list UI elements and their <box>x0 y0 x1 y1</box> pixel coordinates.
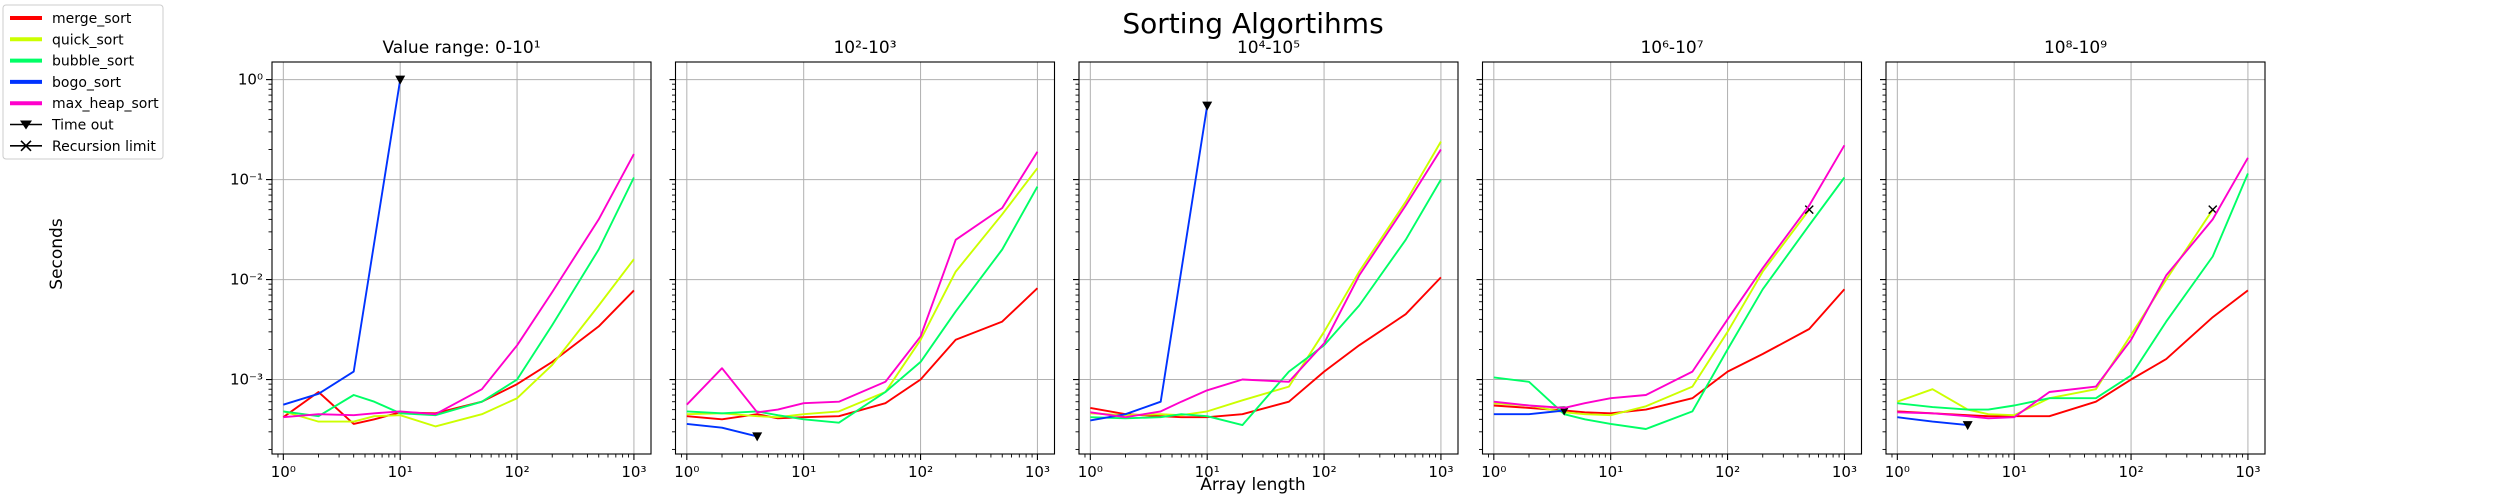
series-line <box>1897 173 2249 411</box>
legend-item: quick_sort <box>10 32 124 48</box>
series-line <box>283 79 402 406</box>
y-tick-label: 10⁻² <box>230 271 263 289</box>
series-line <box>686 151 1039 414</box>
minor-ticks <box>1075 83 1437 458</box>
axes-frame <box>1481 61 1863 455</box>
y-tick-label: 10⁰ <box>238 71 263 89</box>
time-out-marker <box>1962 421 1973 431</box>
series-line <box>283 258 635 428</box>
subplot-title: 10⁸-10⁹ <box>2044 38 2107 58</box>
axes-frame <box>674 61 1056 455</box>
legend-label: Time out <box>51 118 114 134</box>
minor-ticks <box>1882 83 2244 458</box>
x-tick-label: 10⁰ <box>1481 463 1506 481</box>
series-line <box>283 153 635 419</box>
series-line <box>1493 144 1846 409</box>
legend-label: bogo_sort <box>52 75 122 91</box>
subplot-title: 10²-10³ <box>833 38 896 58</box>
figure-title: Sorting Algortihms <box>1122 7 1383 40</box>
x-tick-label: 10¹ <box>791 463 816 481</box>
y-tick-label: 10⁻³ <box>230 371 263 389</box>
x-tick-label: 10² <box>908 463 933 481</box>
legend: merge_sort quick_sort bubble_sort bogo_sort… <box>2 4 164 160</box>
subplot-4: 10⁶-10⁷ 10⁰ 10¹ 10² 10³ <box>1476 38 1863 481</box>
x-tick-label: 10² <box>505 463 530 481</box>
series-line <box>1896 209 2214 417</box>
subplot-3: 10⁴-10⁵ 10⁰ 10¹ 10² 10³ <box>1073 38 1459 481</box>
series-line <box>1897 157 2249 420</box>
y-tick-label: 10⁻¹ <box>230 171 263 189</box>
series-line <box>686 167 1039 419</box>
x-tick-label: 10² <box>1715 463 1740 481</box>
minor-ticks <box>1479 83 1840 458</box>
time-out-marker <box>1559 406 1570 416</box>
series-line <box>1090 105 1209 422</box>
x-tick-label: 10² <box>1312 463 1337 481</box>
x-tick-label: 10⁰ <box>1885 463 1910 481</box>
legend-item: bubble_sort <box>10 54 135 70</box>
time-out-marker <box>1202 101 1213 111</box>
subplot-2: 10²-10³ 10⁰ 10¹ 10² 10³ <box>669 38 1056 481</box>
series-line <box>1493 209 1810 417</box>
subplot-1: Value range: 0-10¹ 10⁰ 10¹ 10² 10³ 10⁻³ 10⁻² 10… <box>230 38 652 481</box>
x-tick-label: 10³ <box>621 463 646 481</box>
x-tick-label: 10¹ <box>1195 463 1220 481</box>
x-tick-label: 10¹ <box>388 463 413 481</box>
series-line <box>1493 409 1565 416</box>
x-tick-label: 10³ <box>1025 463 1050 481</box>
legend-item: bogo_sort <box>10 75 122 91</box>
x-tick-label: 10⁰ <box>271 463 296 481</box>
x-tick-label: 10⁰ <box>674 463 699 481</box>
subplot-title: 10⁴-10⁵ <box>1237 38 1300 58</box>
series-line <box>1897 416 1968 427</box>
legend-label: merge_sort <box>52 11 132 27</box>
subplot-title: Value range: 0-10¹ <box>382 38 540 58</box>
minor-ticks <box>672 83 1033 458</box>
series-line <box>282 289 635 425</box>
recursion-limit-marker <box>1804 205 1814 215</box>
time-out-marker-icon <box>20 120 32 130</box>
x-tick-label: 10¹ <box>1598 463 1623 481</box>
minor-ticks <box>268 83 630 458</box>
time-out-marker <box>752 432 763 442</box>
x-tick-label: 10³ <box>1428 463 1453 481</box>
subplot-title: 10⁶-10⁷ <box>1640 38 1703 58</box>
series-line <box>1493 288 1846 415</box>
legend-label: quick_sort <box>52 32 124 48</box>
subplots: Value range: 0-10¹ 10⁰ 10¹ 10² 10³ 10⁻³ 10⁻² 10… <box>230 38 2266 481</box>
series-line <box>686 186 1039 424</box>
x-tick-label: 10³ <box>2235 463 2260 481</box>
recursion-limit-marker-icon <box>20 140 32 152</box>
x-tick-label: 10³ <box>1832 463 1857 481</box>
legend-label: max_heap_sort <box>52 96 159 112</box>
series-line <box>686 422 758 438</box>
subplot-5: 10⁸-10⁹ 10⁰ 10¹ 10² 10³ <box>1880 38 2266 481</box>
legend-label: bubble_sort <box>52 54 135 70</box>
legend-item: Recursion limit <box>10 139 156 155</box>
legend-item: merge_sort <box>10 11 132 27</box>
time-out-marker <box>395 75 406 85</box>
series-line <box>1090 276 1442 419</box>
series-line <box>1493 176 1846 430</box>
axes-frame <box>1078 61 1459 455</box>
axes-frame <box>271 61 652 455</box>
y-axis-label: Seconds <box>47 218 67 290</box>
series-line <box>1090 141 1442 417</box>
x-tick-label: 10² <box>2119 463 2144 481</box>
series-line <box>1090 148 1442 419</box>
legend-item: Time out <box>10 118 114 134</box>
legend-label: Recursion limit <box>52 139 156 155</box>
series-line <box>686 287 1039 421</box>
series-line <box>283 177 635 418</box>
axes-frame <box>1885 61 2266 455</box>
legend-item: max_heap_sort <box>10 96 159 112</box>
legend-frame <box>2 4 164 160</box>
series-line <box>1090 179 1442 427</box>
x-tick-label: 10⁰ <box>1078 463 1103 481</box>
x-tick-label: 10¹ <box>2002 463 2027 481</box>
x-axis-label: Array length <box>1200 475 1305 495</box>
recursion-limit-marker <box>2208 205 2218 215</box>
